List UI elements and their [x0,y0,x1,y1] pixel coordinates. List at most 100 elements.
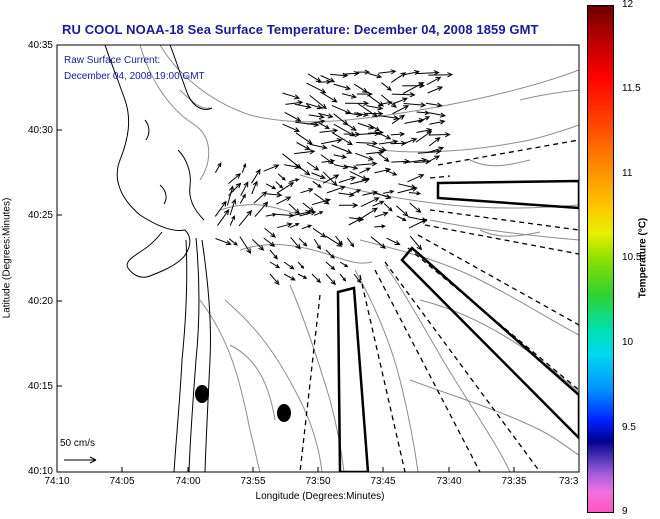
current-vector-icon [269,273,280,286]
current-vector-icon [344,100,370,107]
current-vector-icon [428,112,447,118]
current-vector-icon [342,70,360,77]
y-tick-label: 40:20 [27,296,53,307]
current-vector-icon [391,92,416,98]
current-vector-icon [289,178,300,183]
current-vector-icon [318,112,334,119]
current-vector-icon [374,224,386,229]
current-vector-icon [295,132,313,145]
current-vector-icon [353,273,362,284]
current-vector-icon [264,227,276,238]
current-vector-icon [402,82,425,94]
y-tick-label: 40:30 [27,125,53,136]
current-vector-icon [396,215,407,222]
current-vector-icon [321,92,338,103]
current-vector-icon [319,128,339,134]
current-vector-icon [338,202,359,208]
current-vector-icon [379,115,400,121]
current-vector-icon [312,227,327,238]
current-vector-icon [395,205,409,217]
current-vector-icon [381,82,392,91]
current-vector-icon [429,131,451,138]
current-vector-icon [359,167,371,174]
current-vector-icon [282,123,301,132]
current-vector-icon [265,212,277,217]
current-vector-icon [355,152,374,161]
current-vector-icon [426,76,442,86]
x-tick-label: 73:55 [240,476,266,487]
current-vector-icon [289,223,300,229]
current-vector-icon [372,200,385,207]
current-vector-icon [322,171,338,187]
current-vector-icon [309,95,327,110]
colorbar-tick-label: 11.5 [622,83,641,94]
current-vector-icon [378,69,397,75]
bathymetry-contours [139,45,579,472]
current-vector-icon [333,154,348,159]
current-vector-icon [312,180,322,188]
colorbar-tick-label: 12 [622,0,634,10]
current-vector-icon [409,235,423,251]
coastline [104,45,213,472]
current-vector-icon [365,149,385,156]
current-vector-icon [339,261,349,268]
current-vector-icon [344,121,357,131]
current-vector-icon [366,105,384,111]
current-vector-icon [294,163,311,176]
current-vector-icon [348,217,364,226]
current-vector-icon [355,69,371,75]
x-axis-title: Longitude (Degrees:Minutes) [255,491,385,502]
current-vector-icon [241,163,247,173]
scale-arrow-icon [64,456,97,464]
current-vector-icon [427,146,445,154]
current-vector-icon [239,193,246,204]
current-vector-icon [326,185,346,194]
x-tick-label: 73:40 [436,476,462,487]
current-vector-icon [397,183,417,190]
shipping-lane-lines [299,139,579,472]
y-tick-label: 40:35 [27,40,53,51]
current-vector-icon [415,130,433,143]
x-tick-label: 73:45 [370,476,396,487]
current-vector-icon [366,111,384,117]
x-tick-label: 73:50 [305,476,331,487]
current-vector-icon [283,261,295,270]
current-vector-icon [214,162,222,173]
current-vector-icon [391,72,407,83]
current-vector-icon [360,177,370,183]
axis-ticks [56,44,515,473]
current-vector-icon [266,192,283,198]
current-vector-icon [300,188,314,194]
current-vector-icon [311,273,322,284]
current-vector-icon [313,211,324,216]
y-axis-title: Latitude (Degrees:Minutes) [1,197,13,319]
current-vector-icon [338,176,357,183]
current-vector-icon [306,82,327,94]
current-vector-icon [294,149,316,155]
current-vector-icon [228,238,238,246]
current-vector-icon [427,86,444,94]
current-vector-icon [370,236,387,249]
current-vector-icon [297,261,305,269]
current-vector-icon [325,261,336,271]
current-vector-icon [308,113,325,120]
current-vector-icon [318,79,332,85]
current-vector-icon [263,237,276,247]
current-vector-icon [239,236,252,255]
y-tick-label: 40:25 [27,210,53,221]
current-vector-icon [251,180,258,195]
current-vector-icon [228,173,242,184]
current-vector-icon [306,161,320,171]
current-vector-icon [386,237,401,245]
current-vector-icon [362,207,378,219]
current-vector-icon [382,189,395,194]
current-vector-icon [333,164,349,170]
current-vector-icon [276,196,292,205]
current-vector-field [214,69,454,286]
current-vector-icon [311,198,332,206]
current-vector-icon [392,97,408,105]
current-vector-icon [313,238,322,250]
current-vector-icon [408,219,428,229]
x-tick-label: 74:00 [175,476,201,487]
current-vector-icon [429,119,446,125]
